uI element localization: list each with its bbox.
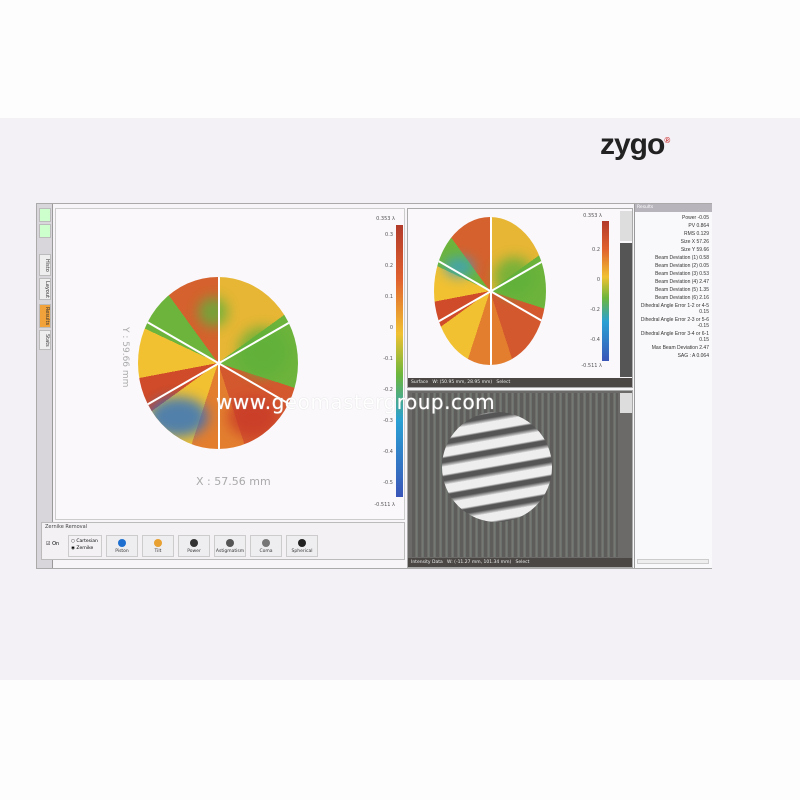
colorbar-tick: -0.4 <box>383 449 393 455</box>
power-icon <box>190 539 198 547</box>
button-label: Tilt <box>154 549 162 554</box>
tool-icon[interactable] <box>39 208 51 222</box>
surface-colorbar-min: -0.511 λ <box>581 363 602 369</box>
button-label: Piston <box>115 549 129 554</box>
surface-colorbar-tick: -0.2 <box>590 307 600 313</box>
result-row: Max Beam Deviation 2.47 <box>651 345 709 351</box>
astigmatism-icon <box>226 539 234 547</box>
result-row: Size Y 59.66 <box>680 247 709 253</box>
radio-label: Zernike <box>76 546 94 551</box>
on-label: On <box>52 541 60 547</box>
results-panel: Results Power -0.05 PV 0.864 RMS 0.129 Size… <box>634 204 712 568</box>
result-row: Beam Deviation (4) 2.47 <box>655 279 709 285</box>
button-label: Spherical <box>291 549 313 554</box>
zernike-piston-button[interactable]: Piston <box>106 535 138 557</box>
main-surface-plot[interactable]: Y : 59.66 mm X : 57.56 mm <box>55 208 405 520</box>
radio-label: Cartesian <box>76 539 98 544</box>
colorbar-tick: -0.1 <box>383 356 393 362</box>
spherical-icon <box>298 539 306 547</box>
result-row: Power -0.05 <box>682 215 709 221</box>
panel-tools[interactable] <box>620 393 632 413</box>
sidebar-button-results[interactable]: Results <box>39 304 51 328</box>
colorbar-min: -0.511 λ <box>374 502 395 508</box>
surface-colorbar-tick: -0.4 <box>590 337 600 343</box>
button-label: Power <box>187 549 201 554</box>
x-axis-label: X : 57.56 mm <box>196 475 271 488</box>
zernike-coma-button[interactable]: Coma <box>250 535 282 557</box>
tool-icon[interactable] <box>39 224 51 238</box>
surface-colorbar-tick: 0.2 <box>592 247 600 253</box>
result-row: Beam Deviation (1) 0.58 <box>655 255 709 261</box>
zernike-tilt-button[interactable]: Tilt <box>142 535 174 557</box>
results-scrollbar[interactable] <box>637 559 709 564</box>
colorbar-tick: 0 <box>389 325 393 331</box>
colorbar-tick: -0.5 <box>383 480 393 486</box>
button-label: Coma <box>259 549 273 554</box>
button-label: Astigmatism <box>215 549 245 554</box>
zernike-removal-panel: Zernike Removal ☑ On ○ Cartesian ◉ Zerni… <box>41 522 405 560</box>
result-row: RMS 0.129 <box>683 231 709 237</box>
result-row: Beam Deviation (5) 1.35 <box>655 287 709 293</box>
surface-colorbar-tick: 0 <box>596 277 600 283</box>
on-checkbox[interactable]: ☑ On <box>46 541 60 547</box>
watermark: www.geomastergroup.com <box>216 390 496 414</box>
coma-icon <box>262 539 270 547</box>
surface-map-small <box>434 217 546 365</box>
application-window: Histo Layout Results Stats Y : 59.66 mm … <box>36 203 712 569</box>
logo-text: zygo <box>600 128 665 161</box>
zernike-power-button[interactable]: Power <box>178 535 210 557</box>
result-row: Beam Deviation (3) 0.53 <box>655 271 709 277</box>
colorbar-tick: -0.3 <box>383 418 393 424</box>
radio-zernike[interactable]: ◉ Zernike <box>71 546 94 551</box>
colorbar-tick: -0.2 <box>383 387 393 393</box>
results-title: Results <box>635 204 712 212</box>
surface-colorbar-max: 0.353 λ <box>583 213 602 219</box>
result-row: Dihedral Angle Error 3-4 or 6-1 0.15 <box>640 331 709 343</box>
mode-group: ○ Cartesian ◉ Zernike <box>68 535 102 557</box>
piston-icon <box>118 539 126 547</box>
intensity-status-bar: Intensity Data W: (-11.27 mm, 101.34 mm)… <box>408 558 632 567</box>
surface-status-bar: Surface W: (50.95 mm, 28.95 mm) Select <box>408 378 632 387</box>
panel-scrollbar[interactable] <box>620 243 632 377</box>
surface-map <box>138 277 298 449</box>
zernike-title: Zernike Removal <box>45 524 88 530</box>
surface-panel[interactable]: 0.353 λ -0.511 λ Surface W: (50.95 mm, 2… <box>407 208 633 388</box>
radio-cartesian[interactable]: ○ Cartesian <box>71 539 98 544</box>
panel-tools[interactable] <box>620 211 632 241</box>
colorbar-max: 0.353 λ <box>376 216 395 222</box>
result-row: Dihedral Angle Error 2-3 or 5-6 -0.15 <box>640 317 709 329</box>
colorbar-tick: 0.3 <box>385 232 393 238</box>
result-row: SAG : A 0.064 <box>677 353 709 359</box>
result-row: Size X 57.26 <box>680 239 709 245</box>
left-toolbar: Histo Layout Results Stats <box>37 204 53 568</box>
sidebar-button-layout[interactable]: Layout <box>39 278 51 300</box>
colorbar <box>396 225 403 497</box>
tilt-icon <box>154 539 162 547</box>
zygo-logo: zygo® <box>600 128 670 161</box>
result-row: PV 0.864 <box>688 223 709 229</box>
sidebar-button-histo[interactable]: Histo <box>39 254 51 276</box>
result-row: Beam Deviation (2) 0.05 <box>655 263 709 269</box>
sidebar-button-stats[interactable]: Stats <box>39 330 51 350</box>
colorbar-tick: 0.2 <box>385 263 393 269</box>
fringe-pattern <box>442 412 552 522</box>
colorbar-tick: 0.1 <box>385 294 393 300</box>
result-row: Beam Deviation (6) 2.16 <box>655 295 709 301</box>
surface-colorbar <box>602 221 609 361</box>
y-axis-label: Y : 59.66 mm <box>120 327 130 388</box>
zernike-spherical-button[interactable]: Spherical <box>286 535 318 557</box>
result-row: Dihedral Angle Error 1-2 or 4-5 0.15 <box>640 303 709 315</box>
zernike-astigmatism-button[interactable]: Astigmatism <box>214 535 246 557</box>
